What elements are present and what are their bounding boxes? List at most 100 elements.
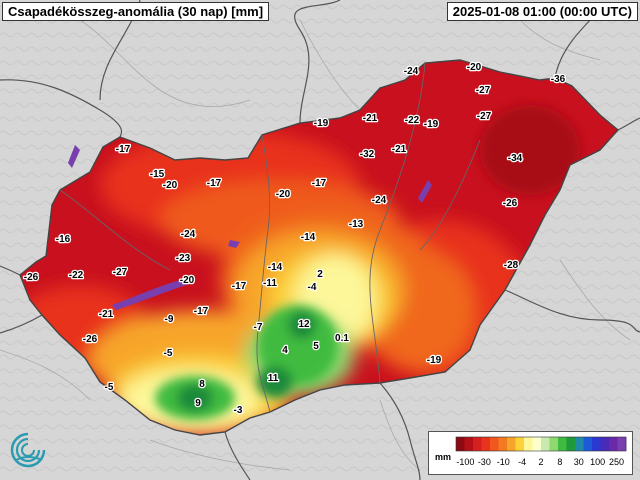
anomaly-value-label: -11 <box>263 278 277 289</box>
legend-swatch <box>490 437 499 451</box>
legend-tick-label: 2 <box>538 457 543 467</box>
legend-swatch <box>456 437 465 451</box>
legend-swatch <box>583 437 593 451</box>
legend-tick-label: -10 <box>497 457 510 467</box>
anomaly-value-label: -26 <box>83 334 98 345</box>
color-legend: mm -100 -30 -10 -4 2 8 30 100 250 <box>428 431 633 475</box>
rivers-outside <box>0 19 631 471</box>
lakes <box>68 145 432 310</box>
legend-swatch <box>609 437 618 451</box>
anomaly-value-label: -20 <box>163 180 178 191</box>
legend-swatch <box>473 437 482 451</box>
legend-tick-label: -30 <box>478 457 491 467</box>
anomaly-value-label: -27 <box>113 267 128 278</box>
anomaly-value-label: -5 <box>105 382 114 393</box>
legend-swatch <box>575 437 584 451</box>
anomaly-value-label: -4 <box>308 282 317 293</box>
anomaly-value-label: -26 <box>503 198 518 209</box>
anomaly-value-label: 5 <box>313 341 319 352</box>
anomaly-value-label: -5 <box>164 348 173 359</box>
anomaly-value-label: -15 <box>150 169 165 180</box>
anomaly-value-label: 8 <box>199 379 205 390</box>
lake-neusiedl <box>68 145 80 168</box>
legend-unit: mm <box>435 452 452 462</box>
legend-swatch <box>592 437 601 451</box>
anomaly-value-label: -17 <box>207 178 222 189</box>
lake-balaton <box>112 278 192 310</box>
anomaly-value-label: 2 <box>317 269 323 280</box>
legend-swatch <box>617 437 627 451</box>
anomaly-value-label: -13 <box>349 219 364 230</box>
anomaly-value-label: -3 <box>234 405 243 416</box>
anomaly-value-label: -20 <box>276 189 291 200</box>
legend-colorbar: -100 -30 -10 -4 2 8 30 100 250 <box>455 436 627 467</box>
anomaly-value-label: -20 <box>180 275 195 286</box>
anomaly-value-label: -32 <box>360 149 375 160</box>
field-very-wet-sw <box>177 384 213 412</box>
anomaly-value-label: -26 <box>24 272 39 283</box>
anomaly-value-label: 0.1 <box>335 333 349 344</box>
legend-tick-label: 8 <box>557 457 562 467</box>
anomaly-value-label: 12 <box>298 319 310 330</box>
anomaly-value-label: -20 <box>467 62 482 73</box>
anomaly-value-label: -22 <box>69 270 84 281</box>
legend-tick-label: -4 <box>518 457 526 467</box>
anomaly-value-label: -22 <box>405 115 420 126</box>
field-very-wet-mid <box>288 311 316 339</box>
legend-tick-label: 30 <box>574 457 584 467</box>
anomaly-value-label: -9 <box>165 314 174 325</box>
lake-tisza <box>418 180 432 203</box>
anomaly-value-label: -17 <box>194 306 209 317</box>
anomaly-value-label: -19 <box>427 355 442 366</box>
legend-swatch <box>515 437 525 451</box>
anomaly-value-label: -7 <box>254 322 263 333</box>
omsz-logo <box>10 432 46 468</box>
anomaly-value-label: -19 <box>424 119 439 130</box>
anomaly-value-label: -24 <box>372 195 387 206</box>
anomaly-value-label: -19 <box>314 118 329 129</box>
anomaly-value-label: -24 <box>404 66 419 77</box>
anomaly-value-label: -21 <box>363 113 378 124</box>
field-wet-mid <box>258 305 338 385</box>
legend-tick-label: -100 <box>456 457 474 467</box>
anomaly-value-label: -27 <box>477 111 492 122</box>
anomaly-value-label: -28 <box>504 260 519 271</box>
legend-swatch <box>524 437 533 451</box>
map-labels: -20-24-27-36-19 -21 -22 -19-27-17 -32 -21-34-… <box>22 61 566 418</box>
anomaly-value-label: -34 <box>508 153 523 164</box>
anomaly-value-label: -24 <box>181 229 196 240</box>
legend-swatch <box>532 437 542 451</box>
anomaly-value-label: 9 <box>195 398 201 409</box>
anomaly-value-label: -16 <box>56 234 71 245</box>
timestamp-label: 2025-01-08 01:00 (00:00 UTC) <box>446 2 638 21</box>
anomaly-value-label: -17 <box>116 144 131 155</box>
anomaly-value-label: -21 <box>392 144 407 155</box>
anomaly-value-label: -17 <box>312 178 327 189</box>
danube-river <box>256 134 271 413</box>
anomaly-value-label: -21 <box>99 309 114 320</box>
anomaly-value-label: 11 <box>268 373 279 384</box>
anomaly-value-label: -14 <box>301 232 316 243</box>
legend-swatch <box>507 437 516 451</box>
anomaly-value-label: -14 <box>268 262 283 273</box>
field-very-wet-south <box>257 366 293 398</box>
field-extreme-dry-ne <box>480 105 580 195</box>
lake-velence <box>228 240 240 248</box>
anomaly-value-label: 4 <box>282 345 288 356</box>
legend-tick-label: 250 <box>609 457 624 467</box>
tisza-river <box>369 62 426 384</box>
page-title: Csapadékösszeg-anomália (30 nap) [mm] <box>2 2 270 21</box>
legend-swatch <box>600 437 610 451</box>
legend-swatch <box>498 437 508 451</box>
anomaly-value-label: -23 <box>176 253 191 264</box>
legend-swatch <box>566 437 576 451</box>
anomaly-value-label: -17 <box>232 281 247 292</box>
legend-swatch <box>481 437 491 451</box>
legend-swatch <box>541 437 550 451</box>
anomaly-value-label: -27 <box>476 85 491 96</box>
hungary-border <box>19 59 620 436</box>
legend-swatch <box>549 437 559 451</box>
legend-tick-label: 100 <box>590 457 605 467</box>
